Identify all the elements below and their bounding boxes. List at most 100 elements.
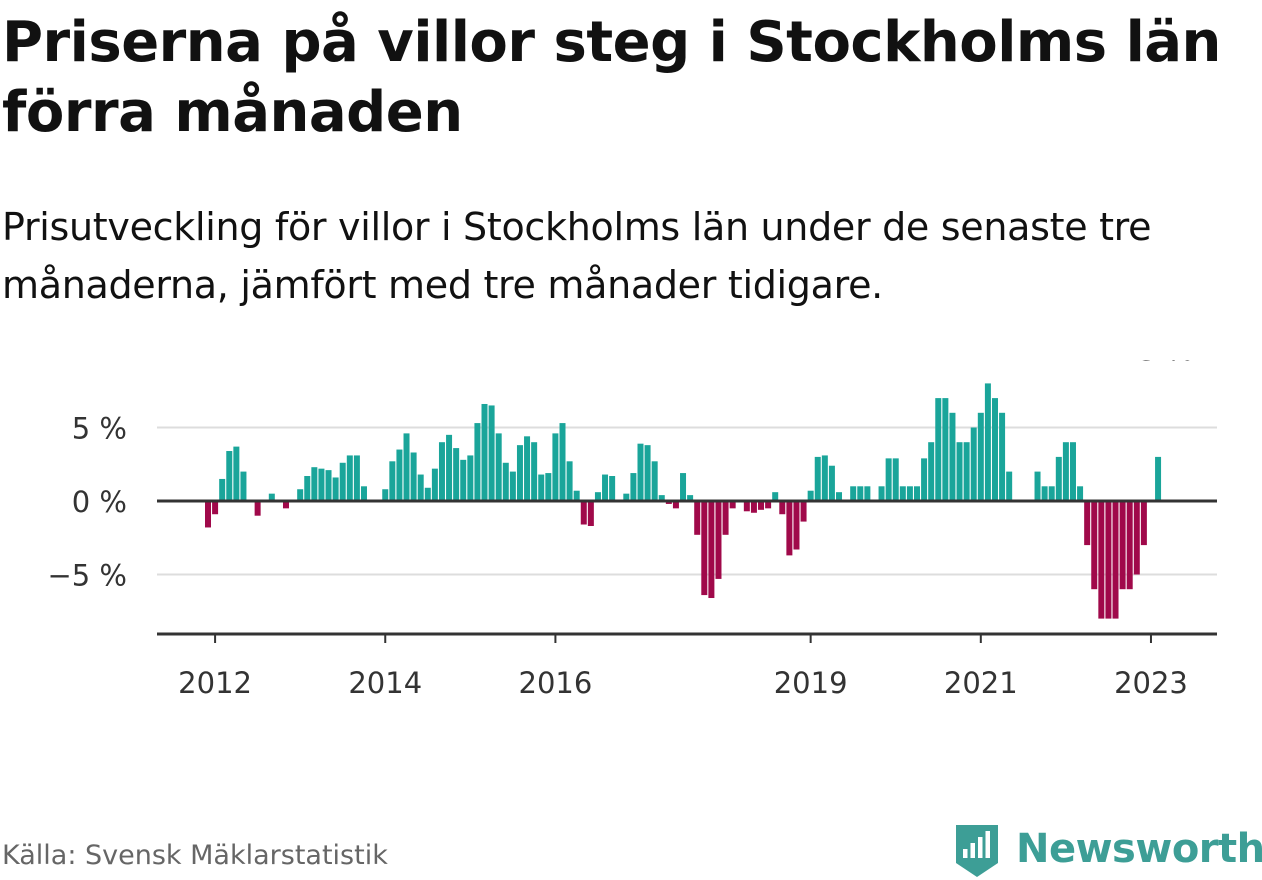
- bar-negative: [587, 501, 594, 526]
- bar-negative: [729, 501, 736, 509]
- bar-positive: [446, 434, 453, 501]
- bar-positive: [651, 461, 658, 501]
- bar-negative: [1140, 501, 1147, 546]
- bar-positive: [240, 471, 247, 501]
- gridlines: [157, 426, 1217, 576]
- bar-negative: [694, 501, 701, 535]
- bar-positive: [850, 486, 857, 501]
- bar-positive: [963, 442, 970, 501]
- brand-name: Newsworthy: [1016, 826, 1262, 872]
- bar-negative: [722, 501, 729, 535]
- x-tick-label: 2023: [1114, 666, 1188, 700]
- bar-positive: [339, 462, 346, 501]
- bar-positive: [1062, 442, 1069, 501]
- bar-positive: [956, 442, 963, 501]
- bar-positive: [857, 486, 864, 501]
- axes: [157, 499, 1217, 643]
- bar-positive: [233, 446, 240, 501]
- bar-positive: [878, 486, 885, 501]
- bar-positive: [509, 471, 516, 501]
- labels: 5 % 0 % −5 % 2012 2014 2016 2019 2021 2023 3 %: [47, 360, 1193, 700]
- bar-positive: [1006, 471, 1013, 501]
- x-tick-label: 2021: [944, 666, 1018, 700]
- newsworthy-logo-icon: [956, 825, 998, 877]
- bar-positive: [1034, 471, 1041, 501]
- bar-positive: [403, 433, 410, 501]
- bar-negative: [786, 501, 793, 556]
- x-tick-label: 2014: [348, 666, 422, 700]
- bar-positive: [594, 492, 601, 501]
- bar-negative: [793, 501, 800, 550]
- bar-positive: [623, 493, 630, 501]
- bar-negative: [1105, 501, 1112, 619]
- bar-negative: [1126, 501, 1133, 590]
- bar-positive: [516, 445, 523, 501]
- bar-negative: [779, 501, 786, 515]
- bar-negative: [765, 501, 772, 509]
- bar-negative: [708, 501, 715, 599]
- bar-positive: [644, 445, 651, 501]
- bar-positive: [864, 486, 871, 501]
- bar-positive: [630, 473, 637, 501]
- bar-positive: [346, 455, 353, 501]
- bar-positive: [219, 478, 226, 501]
- x-tick-label: 2016: [519, 666, 593, 700]
- bar-positive: [885, 458, 892, 501]
- bar-positive: [353, 455, 360, 501]
- bar-positive: [467, 455, 474, 501]
- bar-positive: [566, 461, 573, 501]
- bar-positive: [680, 473, 687, 501]
- bar-negative: [580, 501, 587, 525]
- bar-positive: [438, 442, 445, 501]
- page-title: Priserna på villor steg i Stockholms län…: [2, 10, 1221, 145]
- bar-positive: [502, 462, 509, 501]
- bar-positive: [772, 492, 779, 501]
- bar-positive: [531, 442, 538, 501]
- bar-positive: [424, 487, 431, 501]
- bar-negative: [750, 501, 757, 513]
- bar-positive: [268, 493, 275, 501]
- bar-positive: [1077, 486, 1084, 501]
- bar-positive: [1041, 486, 1048, 501]
- bar-positive: [318, 468, 325, 501]
- bar-positive: [552, 433, 559, 501]
- bar-positive: [481, 403, 488, 501]
- bar-positive: [1055, 456, 1062, 501]
- bar-positive: [921, 458, 928, 501]
- bar-positive: [828, 465, 835, 501]
- bar-positive: [970, 427, 977, 501]
- bar-positive: [431, 468, 438, 501]
- bar-negative: [212, 501, 219, 515]
- bar-positive: [524, 436, 531, 501]
- bar-negative: [282, 501, 289, 509]
- bar-positive: [942, 398, 949, 501]
- bar-positive: [892, 458, 899, 501]
- bar-positive: [453, 448, 460, 501]
- bar-negative: [205, 501, 211, 528]
- bar-positive: [389, 461, 396, 501]
- bar-positive: [1069, 442, 1076, 501]
- page-subtitle: Prisutveckling för villor i Stockholms l…: [2, 205, 1152, 307]
- bar-negative: [1112, 501, 1119, 619]
- bar-positive: [984, 383, 991, 501]
- bar-positive: [914, 486, 920, 501]
- brand-logo[interactable]: Newsworthy: [952, 818, 1262, 880]
- bar-positive: [360, 486, 367, 501]
- bar-negative: [800, 501, 807, 522]
- bar-negative: [743, 501, 750, 512]
- bar-positive: [573, 490, 580, 501]
- bar-positive: [297, 489, 304, 501]
- source-note: Källa: Svensk Mäklarstatistik: [2, 840, 388, 871]
- bar-positive: [814, 456, 821, 501]
- bar-negative: [1133, 501, 1140, 575]
- bar-positive: [382, 489, 389, 501]
- x-tick-label: 2012: [178, 666, 252, 700]
- bar-negative: [1098, 501, 1105, 619]
- y-tick-label: 5 %: [72, 412, 127, 446]
- bar-positive: [474, 423, 481, 501]
- bar-negative: [715, 501, 722, 579]
- bar-positive: [637, 443, 644, 501]
- bar-positive: [410, 452, 417, 501]
- bar-positive: [396, 449, 403, 501]
- bar-positive: [899, 486, 906, 501]
